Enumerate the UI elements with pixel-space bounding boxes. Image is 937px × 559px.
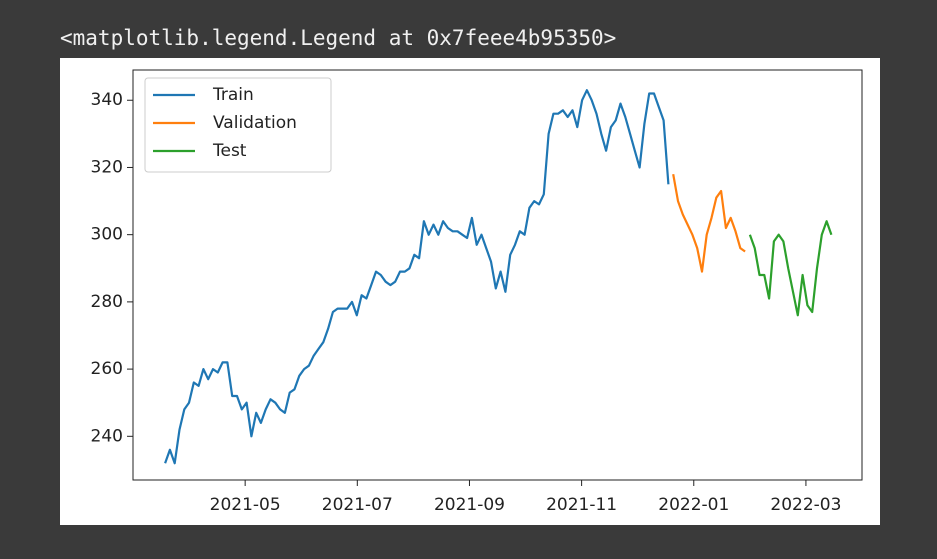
legend-label: Train [212,85,254,105]
output-text: <matplotlib.legend.Legend at 0x7feee4b95… [60,26,617,50]
legend-label: Test [212,141,247,161]
y-tick-label: 300 [91,225,123,245]
legend-box [144,77,332,173]
y-tick-label: 240 [91,426,123,446]
series-line [748,220,833,317]
plot-area [132,69,863,481]
y-tick-label: 280 [91,292,123,312]
series-line [164,89,670,465]
x-tick-label: 2022-03 [770,495,841,515]
x-tick-label: 2021-09 [434,495,505,515]
x-tick-label: 2021-05 [210,495,281,515]
y-tick-label: 320 [91,157,123,177]
series-line [672,174,746,273]
y-tick-label: 340 [91,90,123,110]
x-tick-label: 2021-07 [322,495,393,515]
legend-label: Validation [213,113,297,133]
x-tick-label: 2022-01 [658,495,729,515]
y-tick-label: 260 [91,359,123,379]
x-tick-label: 2021-11 [546,495,617,515]
